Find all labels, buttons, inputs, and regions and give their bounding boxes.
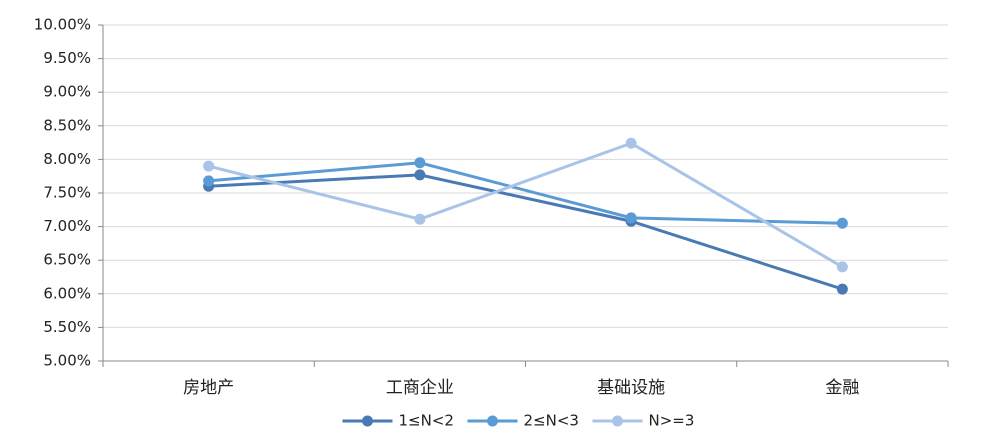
legend-label: 1≤N<2 (399, 412, 454, 430)
y-tick-label: 8.50% (43, 116, 91, 134)
y-tick-label: 7.50% (43, 184, 91, 202)
data-point (414, 169, 426, 181)
y-tick-label: 7.00% (43, 217, 91, 235)
legend-marker (487, 415, 498, 427)
x-tick-label: 基础设施 (597, 378, 665, 398)
y-tick-label: 5.50% (43, 318, 91, 336)
x-tick-label: 房地产 (183, 378, 234, 398)
data-point (625, 137, 637, 149)
legend-marker (362, 415, 373, 427)
legend-marker (612, 415, 623, 427)
data-point (414, 157, 426, 169)
data-point (203, 160, 215, 172)
data-point (836, 217, 848, 229)
y-tick-label: 9.00% (43, 83, 91, 101)
y-tick-label: 6.00% (43, 284, 91, 302)
data-point (836, 261, 848, 273)
y-tick-label: 5.00% (43, 352, 91, 370)
x-tick-label: 金融 (825, 378, 859, 398)
data-point (836, 283, 848, 295)
legend-label: 2≤N<3 (524, 412, 579, 430)
series-line (208, 173, 843, 291)
legend-label: N>=3 (649, 412, 695, 430)
x-tick-label: 工商企业 (386, 378, 454, 398)
series-line (208, 141, 844, 269)
data-point (625, 212, 637, 224)
y-tick-label: 8.00% (43, 150, 91, 168)
y-tick-label: 9.50% (43, 49, 91, 67)
series-line (208, 161, 843, 225)
data-point (203, 175, 215, 187)
data-point (414, 213, 426, 225)
y-tick-label: 10.00% (34, 16, 91, 34)
y-tick-label: 6.50% (43, 251, 91, 269)
